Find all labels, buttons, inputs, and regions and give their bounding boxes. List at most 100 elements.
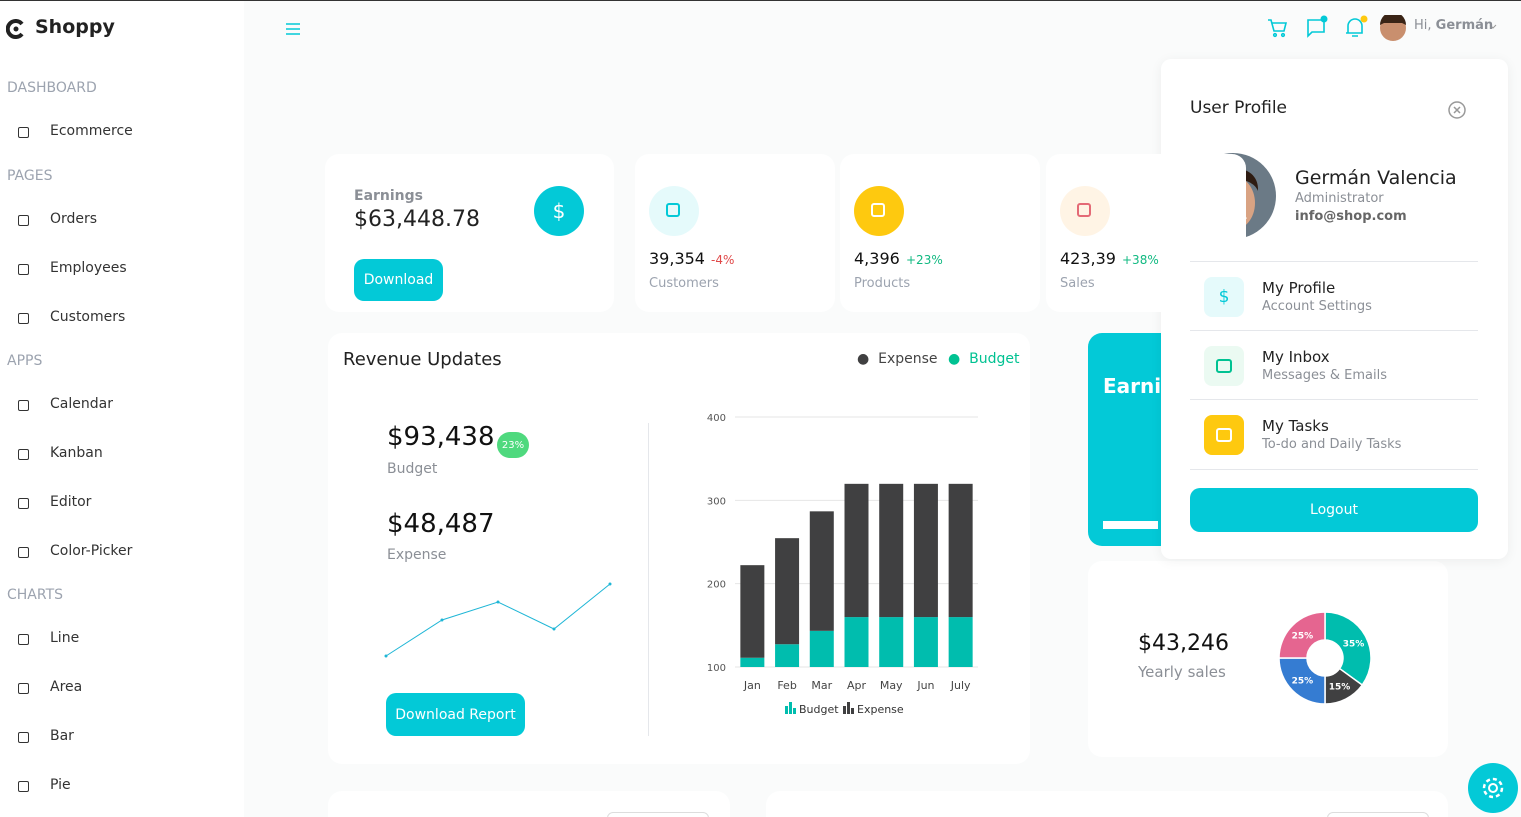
item-divider: [1190, 330, 1478, 331]
stat-glyph: [1077, 203, 1091, 217]
sparkline-chart: [384, 582, 612, 658]
nav-item[interactable]: Calendar: [50, 396, 113, 412]
nav-item[interactable]: Orders: [50, 211, 98, 227]
nav-item[interactable]: Area: [50, 679, 83, 695]
nav-icon: [18, 547, 29, 558]
close-button[interactable]: [1447, 100, 1467, 120]
profile-role: Administrator: [1295, 191, 1384, 206]
nav-icon: [18, 264, 29, 275]
x-tick-label: May: [880, 679, 903, 692]
y-tick-label: 100: [707, 663, 726, 674]
legend-label: Expense: [857, 703, 904, 716]
cart-icon[interactable]: [1268, 19, 1288, 38]
item-glyph: [1216, 359, 1232, 373]
divider: [648, 423, 649, 736]
item-icon: [1204, 346, 1244, 386]
nav-item[interactable]: Editor: [50, 494, 92, 510]
menu-button[interactable]: [285, 21, 301, 37]
sparkline-point: [384, 654, 388, 658]
stat-value: 423,39: [1060, 249, 1116, 268]
nav-item[interactable]: Kanban: [50, 445, 103, 461]
item-desc: To-do and Daily Tasks: [1262, 437, 1402, 452]
bar-segment: [913, 617, 938, 667]
x-tick-label: Mar: [811, 679, 832, 692]
sparkline-point: [496, 600, 500, 604]
x-tick-label: Jun: [916, 679, 934, 692]
avatar-small[interactable]: [1380, 15, 1406, 41]
item-desc: Messages & Emails: [1262, 368, 1387, 383]
item-divider: [1190, 469, 1478, 470]
bar-segment: [740, 565, 765, 658]
stat-label: Sales: [1060, 276, 1095, 291]
budget-amount: $93,438: [387, 422, 495, 452]
legend-label: Budget: [799, 703, 839, 716]
nav-icon: [18, 313, 29, 324]
nav-icon: [18, 781, 29, 792]
section-header: APPS: [7, 353, 43, 369]
dropdown[interactable]: [607, 812, 709, 817]
pie-chart: 35% 15% 25% 25%: [1278, 611, 1372, 705]
slice-label: 15%: [1329, 683, 1351, 693]
download-report-button[interactable]: Download Report: [386, 693, 525, 736]
nav-item[interactable]: Line: [50, 630, 80, 646]
nav-item[interactable]: Color-Picker: [50, 543, 133, 559]
stat-glyph: [871, 203, 885, 217]
bar-segment: [740, 657, 765, 667]
bell-icon[interactable]: [1346, 18, 1363, 37]
pie-slice: [1324, 611, 1372, 687]
bar-segment: [775, 538, 800, 645]
legend-expense: ● Expense: [857, 351, 938, 367]
stat-icon: [649, 186, 699, 236]
stat-label: Customers: [649, 276, 719, 291]
settings-button[interactable]: [1468, 763, 1518, 813]
bar-segment: [913, 483, 938, 618]
nav-icon: [18, 449, 29, 460]
item-title[interactable]: My Inbox: [1262, 348, 1330, 366]
user-name[interactable]: Germán: [1435, 18, 1494, 33]
pie-slice: [1278, 657, 1326, 705]
item-title[interactable]: My Profile: [1262, 279, 1336, 297]
expense-label: Expense: [387, 547, 447, 563]
logo-icon: [6, 19, 24, 39]
yearly-label: Yearly sales: [1138, 663, 1226, 681]
item-title[interactable]: My Tasks: [1262, 417, 1329, 435]
chat-icon[interactable]: [1307, 19, 1325, 38]
nav-item[interactable]: Customers: [50, 309, 126, 325]
item-icon: $: [1204, 277, 1244, 317]
nav-item[interactable]: Employees: [50, 260, 127, 276]
x-tick-label: July: [950, 679, 971, 692]
nav-icon: [18, 215, 29, 226]
legend-icon: [785, 702, 796, 714]
brand[interactable]: Shoppy: [35, 16, 115, 38]
nav-item[interactable]: Ecommerce: [50, 123, 133, 139]
greeting-text: Hi,: [1414, 18, 1432, 33]
nav-item[interactable]: Pie: [50, 777, 71, 793]
dropdown[interactable]: [1327, 812, 1429, 817]
bar-segment: [879, 483, 904, 618]
download-button[interactable]: Download: [354, 259, 443, 301]
sparkline-point: [440, 618, 444, 622]
stat-label: Products: [854, 276, 911, 291]
revenue-card: [328, 333, 1030, 764]
section-header: DASHBOARD: [7, 80, 97, 96]
section-header: PAGES: [7, 168, 53, 184]
earnings-icon: $: [534, 186, 584, 236]
stat-value: 4,396: [854, 249, 900, 268]
earnings-amount: $63,448.78: [354, 207, 480, 232]
sparkline: [385, 583, 611, 657]
earnings-label: Earnings: [354, 188, 424, 204]
item-desc: Account Settings: [1262, 299, 1372, 314]
chevron[interactable]: [1489, 24, 1497, 29]
profile-email: info@shop.com: [1295, 209, 1407, 224]
nav-item[interactable]: Bar: [50, 728, 74, 744]
nav-icon: [18, 127, 29, 138]
profile-title: User Profile: [1190, 98, 1288, 118]
bar-segment: [809, 511, 834, 631]
yearly-card: [1088, 561, 1448, 757]
nav-icons: [1268, 15, 1497, 41]
legend-label: Budget: [969, 351, 1020, 367]
item-divider: [1190, 399, 1478, 400]
nav-icon: [18, 400, 29, 411]
bar-segment: [948, 617, 973, 667]
logout-button[interactable]: Logout: [1190, 488, 1478, 532]
